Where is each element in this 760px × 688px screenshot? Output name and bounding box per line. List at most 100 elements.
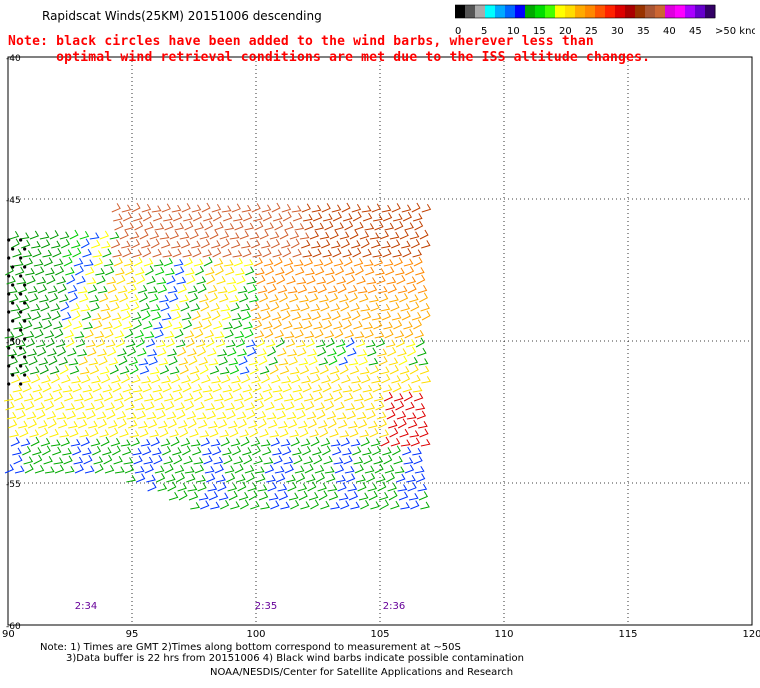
wind-barb	[220, 499, 230, 510]
wind-barb	[15, 339, 26, 348]
wind-barb	[327, 348, 337, 357]
wind-speed-colorbar: 0 5 10 15 20 25 30 35 40 45 >50 knots	[455, 4, 755, 37]
wind-barb	[420, 302, 430, 312]
wind-barb	[80, 304, 91, 312]
wind-barb	[376, 474, 386, 483]
wind-barb	[260, 502, 271, 510]
wind-barb	[25, 338, 36, 348]
wind-barb	[267, 482, 277, 492]
wind-barb	[22, 250, 33, 258]
wind-barb	[367, 483, 378, 492]
wind-barb	[309, 429, 319, 438]
wind-barb	[12, 248, 22, 258]
wind-barb	[138, 358, 149, 366]
wind-barb	[239, 429, 249, 438]
wind-barb	[219, 231, 230, 240]
wind-barb	[13, 322, 24, 330]
wind-barb	[369, 428, 379, 438]
contamination-dot	[23, 373, 27, 377]
wind-barb	[25, 268, 35, 276]
wind-barb	[121, 373, 131, 384]
wind-barb	[292, 212, 303, 222]
wind-barb	[276, 274, 286, 285]
wind-barb	[89, 295, 99, 303]
wind-barb	[78, 356, 88, 366]
wind-barb	[71, 240, 81, 249]
wind-barb	[286, 411, 297, 420]
wind-barb	[400, 502, 411, 510]
wind-barb	[128, 419, 138, 429]
wind-barb	[245, 266, 255, 276]
wind-barb	[250, 500, 260, 510]
wind-barb	[348, 358, 359, 366]
wind-barb	[166, 275, 176, 285]
wind-barb	[123, 391, 133, 402]
wind-barb	[410, 238, 421, 249]
wind-barb	[318, 357, 329, 366]
wind-barb	[43, 393, 54, 402]
wind-barb	[167, 348, 177, 357]
wind-barb	[95, 338, 106, 348]
wind-barb	[265, 401, 275, 411]
wind-barb	[182, 445, 191, 456]
wind-barb	[343, 256, 353, 267]
wind-barb	[63, 319, 72, 330]
wind-barb	[283, 320, 293, 330]
wind-barb	[342, 213, 353, 222]
wind-barb	[306, 411, 317, 420]
wind-barb	[319, 427, 329, 438]
wind-barb	[271, 312, 282, 321]
wind-barb	[383, 258, 394, 267]
wind-barb	[379, 429, 389, 438]
wind-barb	[221, 374, 231, 384]
wind-barb	[344, 329, 355, 339]
wind-barb	[389, 364, 399, 375]
wind-barb	[56, 412, 67, 420]
wind-barb	[278, 358, 289, 366]
wind-barb	[318, 420, 328, 429]
wind-barb	[313, 321, 323, 330]
wind-barb	[246, 409, 256, 420]
wind-barb	[243, 258, 254, 267]
wind-barb	[317, 284, 327, 294]
wind-barb	[40, 302, 50, 312]
wind-barb	[345, 267, 355, 276]
wind-barb	[161, 312, 172, 321]
wind-barb	[136, 274, 146, 285]
wind-barb	[421, 240, 431, 249]
wind-barb	[337, 482, 347, 492]
wind-barb	[209, 229, 219, 240]
wind-barb	[93, 257, 104, 267]
wind-barb	[338, 356, 349, 366]
wind-barb	[80, 238, 90, 249]
wind-barb	[354, 394, 364, 402]
wind-barb	[393, 257, 403, 267]
wind-barb	[216, 474, 226, 483]
wind-barb	[356, 275, 366, 285]
wind-barb	[234, 463, 244, 474]
wind-barb	[232, 445, 242, 456]
wind-barb	[129, 294, 139, 303]
wind-barb	[165, 338, 176, 348]
wind-barb	[283, 456, 294, 465]
wind-barb	[220, 437, 230, 447]
wind-barb	[374, 221, 384, 231]
wind-barb	[19, 295, 29, 303]
wind-barb	[151, 311, 162, 321]
wind-barb	[354, 331, 365, 339]
wind-barb	[269, 364, 279, 375]
wind-barb	[365, 266, 375, 276]
wind-barb	[289, 429, 300, 438]
wind-barb	[124, 328, 134, 339]
contamination-dot	[23, 319, 27, 323]
wind-barb	[329, 292, 339, 303]
wind-barb	[339, 294, 349, 303]
wind-barb	[160, 302, 170, 312]
wind-barb	[179, 294, 189, 303]
wind-barb	[382, 447, 392, 456]
wind-barb	[375, 338, 386, 348]
wind-barb	[199, 231, 210, 240]
wind-barb	[290, 499, 300, 510]
wind-barb	[293, 322, 304, 330]
wind-barb	[292, 384, 303, 393]
